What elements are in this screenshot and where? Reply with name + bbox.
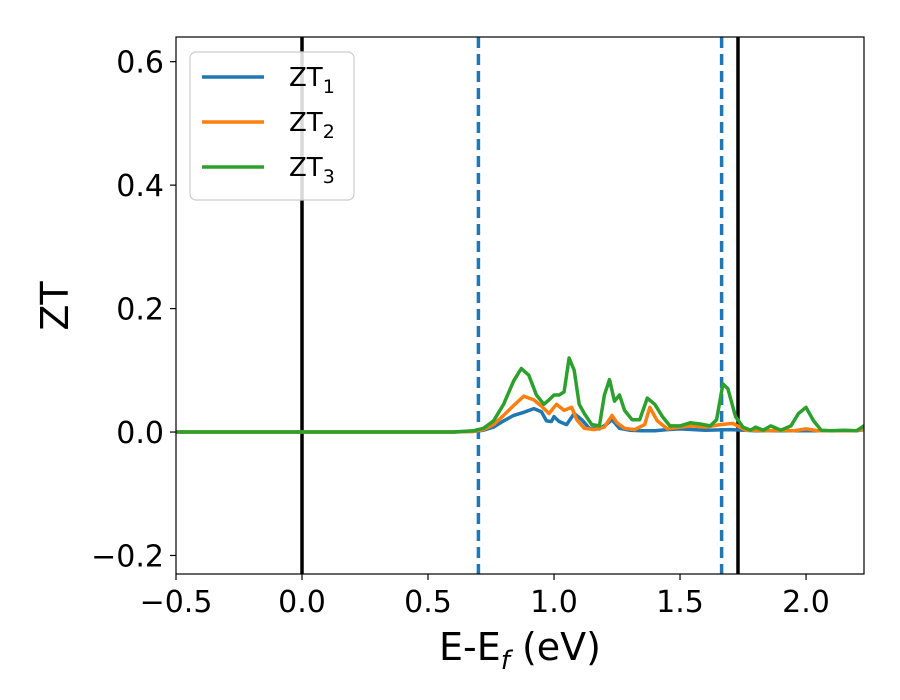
x-axis-ticks: −0.5 0.0 0.5 1.0 1.5 2.0 [140, 574, 830, 620]
x-axis-label: E-Ef (eV) [439, 625, 601, 676]
y-tick-label: 0.2 [116, 293, 164, 328]
y-axis-label: ZT [33, 281, 77, 331]
legend-label-zt3: ZT3 [289, 153, 335, 188]
y-tick-label: 0.4 [116, 169, 164, 204]
x-tick-label: 0.5 [404, 585, 452, 620]
series-lines [176, 356, 864, 434]
y-tick-label: −0.2 [91, 539, 164, 574]
x-tick-label: 1.0 [530, 585, 578, 620]
legend: ZT1 ZT2 ZT3 [189, 51, 355, 201]
series-line-zt3 [176, 356, 864, 434]
x-tick-label: 2.0 [782, 585, 830, 620]
x-tick-label: 0.0 [278, 585, 326, 620]
legend-label-zt2: ZT2 [289, 108, 335, 143]
y-axis-ticks: −0.2 0.0 0.2 0.4 0.6 [91, 46, 176, 574]
x-tick-label: 1.5 [656, 585, 704, 620]
y-tick-label: 0.6 [116, 46, 164, 81]
x-tick-label: −0.5 [140, 585, 213, 620]
y-tick-label: 0.0 [116, 416, 164, 451]
series-line-zt2 [176, 394, 864, 434]
legend-label-zt1: ZT1 [289, 63, 335, 98]
plot-frame [175, 36, 865, 575]
legend-box [189, 51, 355, 201]
